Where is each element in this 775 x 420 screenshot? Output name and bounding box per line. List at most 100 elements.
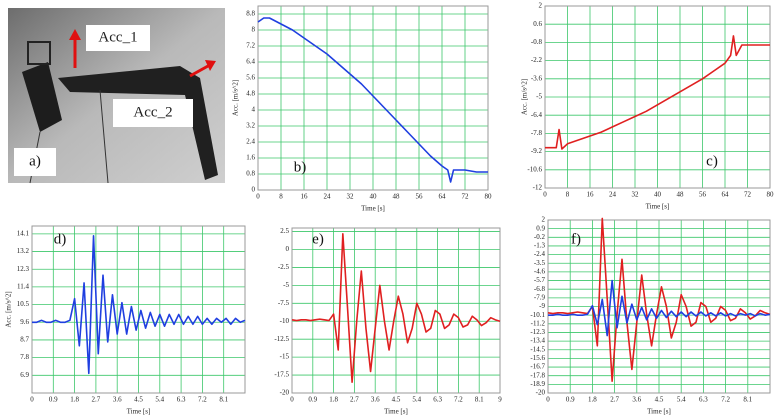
x-tick-label: 8 — [279, 193, 283, 201]
label-box — [113, 99, 193, 127]
y-tick-label: -12.5 — [274, 335, 289, 343]
x-axis-title: Time [s] — [646, 203, 670, 211]
plot-frame — [544, 5, 771, 189]
x-tick-label: 72 — [462, 193, 470, 201]
y-tick-label: 4.8 — [246, 90, 255, 98]
y-tick-label: -16.7 — [530, 363, 545, 371]
y-tick-label: 7.8 — [20, 353, 29, 361]
x-tick-label: 0.9 — [308, 396, 317, 404]
y-tick-label: -11.2 — [531, 319, 546, 327]
y-tick-label: -7.8 — [531, 129, 543, 137]
x-tick-label: 6.3 — [699, 396, 708, 404]
plot-frame — [31, 225, 246, 394]
x-tick-label: 2.7 — [350, 396, 359, 404]
y-tick-label: 2 — [539, 2, 543, 10]
y-tick-label: -12.3 — [530, 328, 545, 336]
x-tick-label: 72 — [744, 191, 752, 199]
x-tick-label: 64 — [722, 191, 730, 199]
y-tick-label: 0 — [286, 245, 290, 253]
x-tick-label: 8.1 — [219, 396, 228, 404]
y-tick-label: -20 — [536, 389, 546, 397]
arrow-acc-2 — [189, 64, 209, 78]
x-axis-title: Time [s] — [647, 408, 671, 416]
x-axis-title: Time [s] — [127, 408, 151, 416]
chart-panel: 0 0.9 1.8 2.7 3.6 4.5 5.4 6.3 7.2 8.1 9 -20 -17.5 -15… — [274, 227, 502, 415]
y-tick-label: 7.2 — [246, 42, 255, 50]
y-tick-label: 0.6 — [533, 20, 542, 28]
y-tick-label: 2.4 — [246, 138, 255, 146]
panel-label: f) — [571, 231, 581, 247]
cable — [99, 89, 109, 184]
x-tick-label: 4.5 — [655, 396, 664, 404]
y-tick-label: -17.8 — [530, 371, 545, 379]
x-tick-label: 0 — [546, 396, 550, 404]
x-tick-label: 48 — [677, 191, 685, 199]
chart-panel: 0 0.9 1.8 2.7 3.6 4.5 5.4 6.3 7.2 8.1 -20-18.9-17.… — [530, 216, 771, 416]
panel-label: d) — [54, 231, 67, 247]
y-tick-label: 2 — [542, 216, 546, 224]
y-tick-label: -0.8 — [531, 38, 543, 46]
y-tick-label: -2.5 — [278, 263, 290, 271]
crane-frame — [27, 41, 51, 65]
y-tick-label: -13.4 — [530, 337, 545, 345]
y-tick-label: 10.5 — [17, 300, 30, 308]
x-tick-label: 40 — [370, 193, 378, 201]
panel-label: e) — [312, 231, 324, 247]
y-tick-label: 5.6 — [246, 74, 255, 82]
y-tick-label: -7.5 — [278, 299, 290, 307]
y-tick-label: 8.7 — [20, 336, 29, 344]
x-tick-label: 1.8 — [588, 396, 597, 404]
x-tick-label: 16 — [587, 191, 595, 199]
crane-boom — [58, 66, 218, 180]
y-axis-title: Acc. [m/s^2] — [232, 80, 240, 116]
y-tick-label: 11.4 — [17, 283, 29, 291]
photo-panel: Acc_1 Acc_2 a) — [8, 8, 225, 184]
x-tick-label: 5.4 — [155, 396, 164, 404]
x-tick-label: 24 — [324, 193, 332, 201]
y-tick-label: 4 — [252, 106, 256, 114]
x-tick-label: 8.1 — [475, 396, 484, 404]
y-tick-label: 6.9 — [20, 371, 29, 379]
y-tick-label: -3.5 — [534, 259, 546, 267]
y-tick-label: 14.1 — [17, 229, 30, 237]
y-tick-label: -10 — [280, 317, 290, 325]
data-line — [291, 232, 501, 384]
y-tick-label: 0.8 — [246, 170, 255, 178]
x-tick-label: 1.8 — [329, 396, 338, 404]
y-tick-label: -10.6 — [527, 165, 542, 173]
y-tick-label: -15 — [280, 353, 290, 361]
x-tick-label: 9 — [498, 396, 502, 404]
x-tick-label: 0 — [30, 396, 34, 404]
y-tick-label: 8 — [252, 26, 256, 34]
y-tick-label: 12.3 — [17, 265, 30, 273]
data-line — [32, 235, 246, 375]
data-line — [545, 35, 770, 150]
y-tick-label: 3.2 — [246, 122, 255, 130]
y-tick-label: 8.8 — [246, 10, 255, 18]
x-tick-label: 0.9 — [49, 396, 58, 404]
y-tick-label: -18.9 — [530, 380, 545, 388]
y-tick-label: 9.6 — [20, 318, 29, 326]
y-tick-label: -3.6 — [531, 74, 543, 82]
x-tick-label: 6.3 — [433, 396, 442, 404]
x-tick-label: 48 — [393, 193, 401, 201]
y-tick-label: -7.9 — [534, 293, 546, 301]
x-tick-label: 4.5 — [392, 396, 401, 404]
y-tick-label: -17.5 — [274, 371, 289, 379]
y-tick-label: 1.6 — [246, 154, 255, 162]
label-box — [86, 25, 150, 51]
x-tick-label: 6.3 — [177, 396, 186, 404]
y-tick-label: -2.2 — [531, 56, 543, 64]
x-tick-label: 32 — [347, 193, 355, 201]
arrow-head — [205, 60, 216, 71]
y-tick-label: -12 — [533, 184, 543, 192]
x-tick-label: 56 — [699, 191, 707, 199]
y-tick-label: -9.2 — [531, 147, 543, 155]
x-tick-label: 5.4 — [677, 396, 686, 404]
x-tick-label: 80 — [485, 193, 493, 201]
data-line — [547, 217, 771, 382]
y-tick-label: 6.4 — [246, 58, 255, 66]
y-tick-label: -5 — [283, 281, 289, 289]
arrow-head — [69, 29, 81, 40]
